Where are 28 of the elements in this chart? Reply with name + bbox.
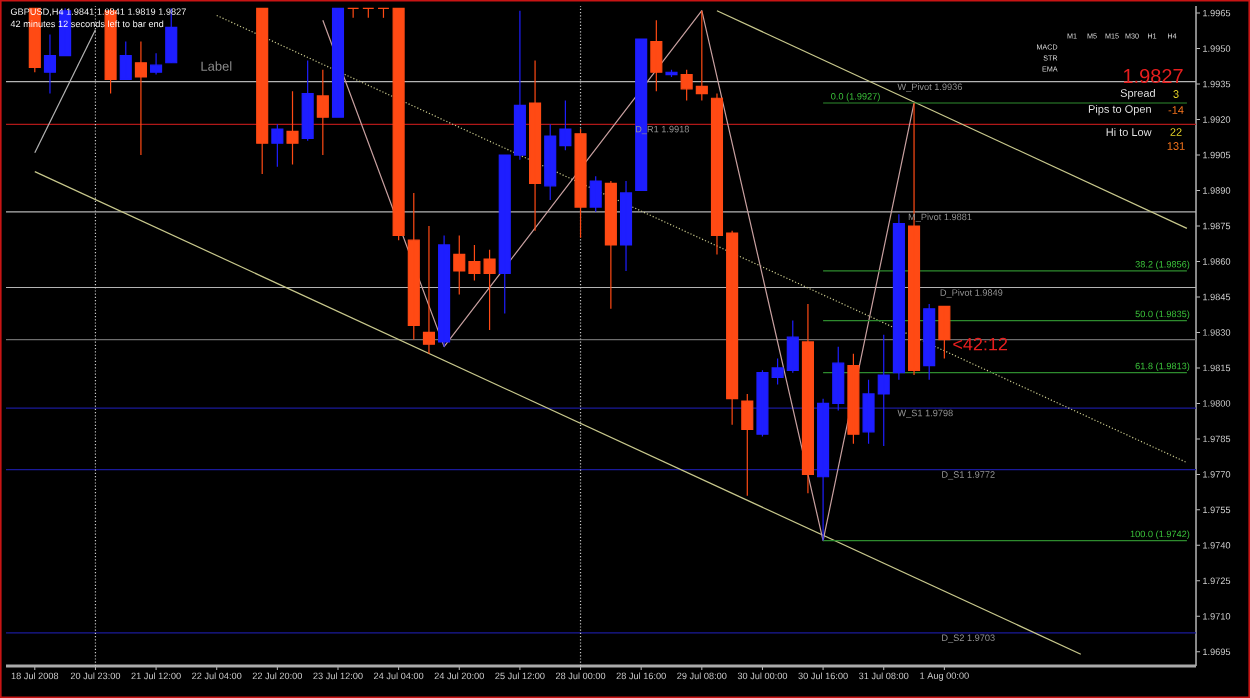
candlestick — [134, 40, 147, 156]
candlestick — [529, 59, 542, 232]
candlestick — [392, 7, 405, 241]
candlestick — [331, 7, 345, 118]
candlestick — [741, 393, 754, 497]
candlestick — [301, 59, 314, 142]
annotation: 1.9827 — [1123, 68, 1183, 84]
candlestick — [438, 234, 451, 348]
candlestick — [604, 180, 617, 310]
candlestick — [271, 123, 284, 168]
candlestick — [589, 175, 602, 213]
candlestick — [801, 303, 814, 494]
candlestick — [574, 128, 587, 239]
candlestick — [923, 303, 936, 381]
candlestick — [847, 353, 860, 445]
candlestick — [256, 7, 269, 175]
candlestick — [422, 225, 435, 355]
candlestick — [316, 69, 329, 156]
candlestick — [892, 213, 905, 381]
candlestick — [119, 40, 132, 80]
candlestick — [650, 19, 663, 92]
candlestick — [938, 305, 951, 360]
candlestick — [665, 69, 678, 78]
annotation: <42:12 — [953, 337, 1008, 351]
candlestick — [619, 180, 633, 272]
candlestick — [150, 52, 163, 76]
candlestick — [407, 192, 420, 341]
candlestick — [286, 90, 299, 166]
